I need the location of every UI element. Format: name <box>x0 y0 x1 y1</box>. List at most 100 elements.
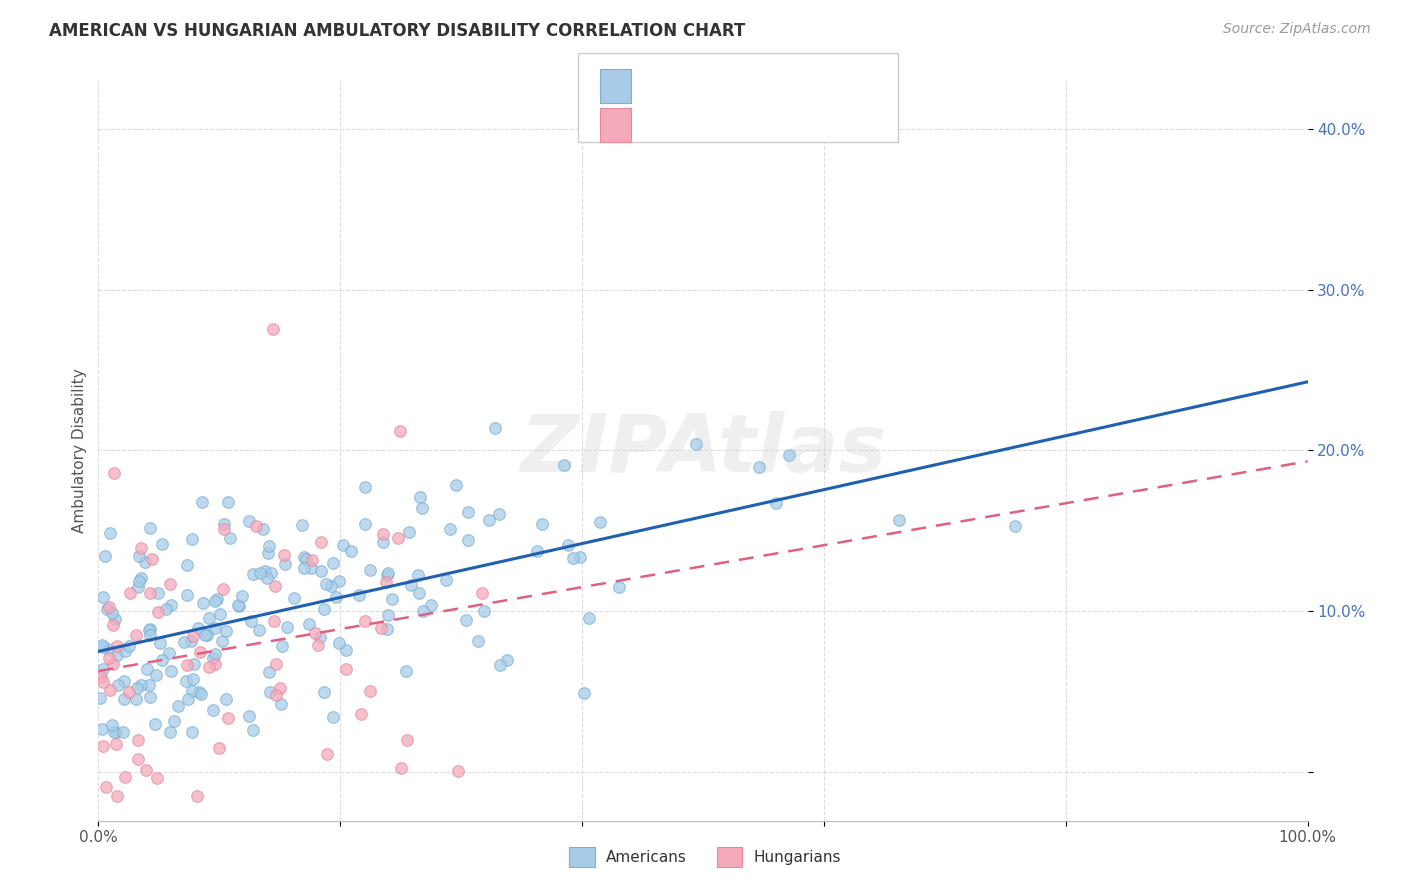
Point <box>186 789 208 804</box>
Point <box>312 602 335 616</box>
Point <box>101 606 124 620</box>
Text: Americans: Americans <box>606 850 688 864</box>
Point <box>103 466 125 480</box>
Point <box>101 657 124 672</box>
Point <box>274 557 297 571</box>
Text: 173: 173 <box>806 68 841 87</box>
Point <box>204 621 226 635</box>
Point <box>434 573 457 587</box>
Text: R =: R = <box>645 68 682 87</box>
Point <box>93 674 115 689</box>
Point <box>139 586 162 600</box>
Point <box>304 626 326 640</box>
Point <box>139 627 162 641</box>
Point <box>335 643 357 657</box>
Point <box>183 673 205 687</box>
Point <box>180 532 202 546</box>
Point <box>112 674 135 689</box>
Point <box>488 657 510 672</box>
Point <box>531 516 554 531</box>
Point <box>420 598 443 612</box>
Point <box>136 662 159 676</box>
Point <box>181 725 204 739</box>
Point <box>295 551 318 566</box>
Point <box>163 714 186 728</box>
Point <box>242 723 264 737</box>
Point <box>371 526 394 541</box>
Point <box>252 522 274 536</box>
Point <box>166 699 188 714</box>
Point <box>217 495 239 509</box>
Point <box>159 725 181 739</box>
Point <box>128 549 150 563</box>
Point <box>256 571 278 585</box>
Point <box>103 725 125 739</box>
Point <box>315 577 337 591</box>
Point <box>157 646 180 660</box>
Point <box>91 662 114 676</box>
Point <box>226 598 249 612</box>
Point <box>231 590 253 604</box>
Point <box>395 733 418 747</box>
Point <box>104 612 127 626</box>
Point <box>124 627 146 641</box>
Point <box>359 563 381 577</box>
Point <box>211 633 233 648</box>
Point <box>98 683 121 698</box>
Point <box>354 480 377 494</box>
Point <box>228 599 250 613</box>
Point <box>332 538 354 552</box>
Point <box>97 642 120 657</box>
Point <box>257 546 280 560</box>
Point <box>180 633 202 648</box>
Point <box>96 602 118 616</box>
Text: R =: R = <box>645 107 682 126</box>
Point <box>190 687 212 701</box>
Point <box>374 575 396 590</box>
Point <box>195 628 218 642</box>
Point <box>89 691 111 706</box>
Point <box>215 691 238 706</box>
Point <box>127 751 149 765</box>
Text: 0.575: 0.575 <box>688 68 740 87</box>
Point <box>457 533 479 547</box>
Point <box>299 561 322 575</box>
Point <box>292 561 315 575</box>
Point <box>377 566 399 580</box>
Point <box>569 549 592 564</box>
Point <box>98 526 121 541</box>
Point <box>388 424 411 438</box>
Point <box>381 591 404 606</box>
Point <box>257 665 280 679</box>
Point <box>209 607 232 622</box>
Point <box>173 635 195 649</box>
Point <box>159 598 181 612</box>
Point <box>247 623 270 637</box>
Point <box>174 673 197 688</box>
Point <box>439 522 461 536</box>
Point <box>375 622 398 636</box>
Y-axis label: Ambulatory Disability: Ambulatory Disability <box>72 368 87 533</box>
Point <box>198 660 221 674</box>
Point <box>134 555 156 569</box>
Point <box>176 588 198 602</box>
Point <box>181 629 204 643</box>
Point <box>398 524 420 539</box>
Text: AMERICAN VS HUNGARIAN AMBULATORY DISABILITY CORRELATION CHART: AMERICAN VS HUNGARIAN AMBULATORY DISABIL… <box>49 22 745 40</box>
Point <box>138 678 160 692</box>
Point <box>129 570 152 584</box>
Point <box>354 615 377 629</box>
Point <box>104 725 127 739</box>
Point <box>375 568 398 582</box>
Point <box>456 613 478 627</box>
Point <box>191 596 214 610</box>
Point <box>197 611 219 625</box>
Point <box>409 490 432 504</box>
Text: Hungarians: Hungarians <box>754 850 841 864</box>
Point <box>748 459 770 474</box>
Point <box>138 623 160 637</box>
Point <box>93 590 115 604</box>
Point <box>204 594 226 608</box>
Point <box>120 586 142 600</box>
Point <box>389 761 412 775</box>
